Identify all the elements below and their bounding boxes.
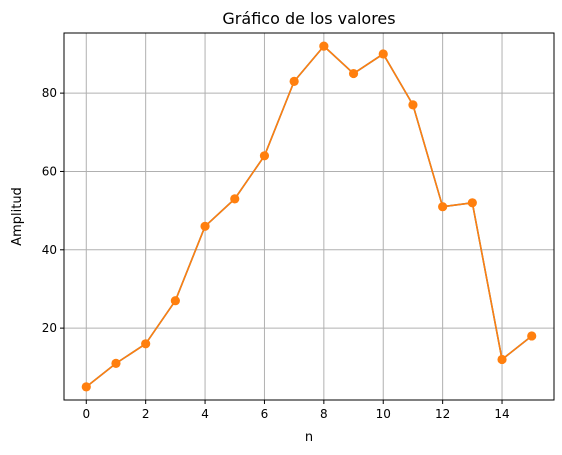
data-point [408, 100, 418, 110]
data-point [467, 198, 477, 208]
y-axis-label: Amplitud [10, 187, 25, 246]
chart-title: Gráfico de los valores [222, 9, 395, 28]
data-point [319, 41, 329, 51]
data-point [259, 151, 270, 161]
data-point [378, 49, 388, 59]
y-tick-label: 20 [42, 321, 57, 335]
data-point [230, 194, 240, 204]
data-point [170, 296, 180, 306]
x-tick-label: 2 [142, 407, 150, 421]
data-point [348, 68, 359, 79]
x-tick-label: 8 [320, 407, 328, 421]
data-point [81, 382, 91, 392]
data-point [111, 358, 121, 368]
y-tick-label: 40 [42, 243, 57, 257]
grid [64, 33, 554, 400]
data-point [497, 354, 507, 365]
data-point [200, 221, 210, 231]
data-point [527, 331, 537, 341]
x-tick-label: 14 [494, 407, 509, 421]
x-tick-label: 6 [261, 407, 269, 421]
series-layer [81, 41, 537, 392]
series-2-line [85, 45, 533, 388]
x-tick-label: 10 [376, 407, 391, 421]
data-point [141, 339, 151, 349]
data-point [438, 202, 448, 212]
plot-frame [63, 32, 555, 401]
y-tick-label: 80 [42, 86, 57, 100]
x-axis-label: n [305, 430, 313, 445]
x-tick-label: 12 [435, 407, 450, 421]
x-tick-label: 0 [82, 407, 90, 421]
y-tick-label: 60 [42, 164, 57, 178]
x-tick-label: 4 [201, 407, 209, 421]
ticks: 0 2 4 6 8 10 12 14 20 40 60 80 [42, 86, 510, 421]
data-point [289, 76, 299, 86]
